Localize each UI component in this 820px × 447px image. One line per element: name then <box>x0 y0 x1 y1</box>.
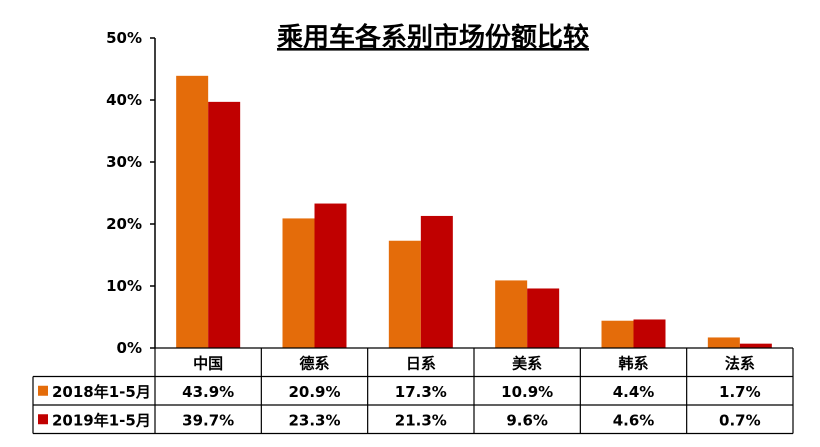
bar-series2-0 <box>208 101 241 348</box>
x-tick-label: 韩系 <box>618 354 648 372</box>
bar-series2-3 <box>527 288 560 348</box>
legend-swatch <box>38 414 48 425</box>
y-tick-label: 10% <box>106 277 142 295</box>
data-label: 17.3% <box>395 383 447 401</box>
data-table: 中国 德系 日系 美系 韩系 法系 2018年1-5月 43.9% 20.9% 17.3% 10.9… <box>32 347 794 435</box>
chart-title: 乘用车各系别市场份额比较 <box>276 22 589 53</box>
data-label: 4.6% <box>613 411 655 429</box>
data-label: 0.7% <box>719 411 761 429</box>
y-tick-label: 50% <box>106 29 142 47</box>
x-tick-label: 美系 <box>512 354 542 372</box>
data-label: 43.9% <box>182 383 234 401</box>
bar-series2-2 <box>420 215 453 348</box>
data-label: 1.7% <box>719 383 761 401</box>
bar-series1-0 <box>176 75 209 348</box>
legend-label: 2019年1-5月 <box>52 411 151 429</box>
y-tick-label: 0% <box>117 339 142 357</box>
y-tick-label: 40% <box>106 91 142 109</box>
y-tick-label: 20% <box>106 215 142 233</box>
x-tick-label: 日系 <box>406 354 436 372</box>
bar-series1-5 <box>707 337 740 348</box>
y-axis-ticks: 0% 10% 20% 30% 40% 50% <box>106 29 155 357</box>
x-tick-label: 德系 <box>299 354 329 372</box>
data-label: 23.3% <box>288 411 340 429</box>
bars <box>176 75 772 348</box>
data-label: 20.9% <box>288 383 340 401</box>
data-label: 21.3% <box>395 411 447 429</box>
x-tick-label: 法系 <box>725 354 755 372</box>
bar-series2-5 <box>739 343 772 348</box>
bar-series1-2 <box>388 240 421 348</box>
legend-label: 2018年1-5月 <box>52 383 151 401</box>
data-label: 10.9% <box>501 383 553 401</box>
bar-series1-4 <box>601 320 634 348</box>
bar-series2-4 <box>633 319 666 348</box>
bar-series2-1 <box>314 203 347 348</box>
data-label: 4.4% <box>613 383 655 401</box>
data-label: 9.6% <box>506 411 548 429</box>
y-tick-label: 30% <box>106 153 142 171</box>
bar-series1-3 <box>495 280 528 348</box>
legend-swatch <box>38 385 48 396</box>
bar-series1-1 <box>282 218 315 348</box>
data-label: 39.7% <box>182 411 234 429</box>
x-tick-label: 中国 <box>193 354 223 372</box>
